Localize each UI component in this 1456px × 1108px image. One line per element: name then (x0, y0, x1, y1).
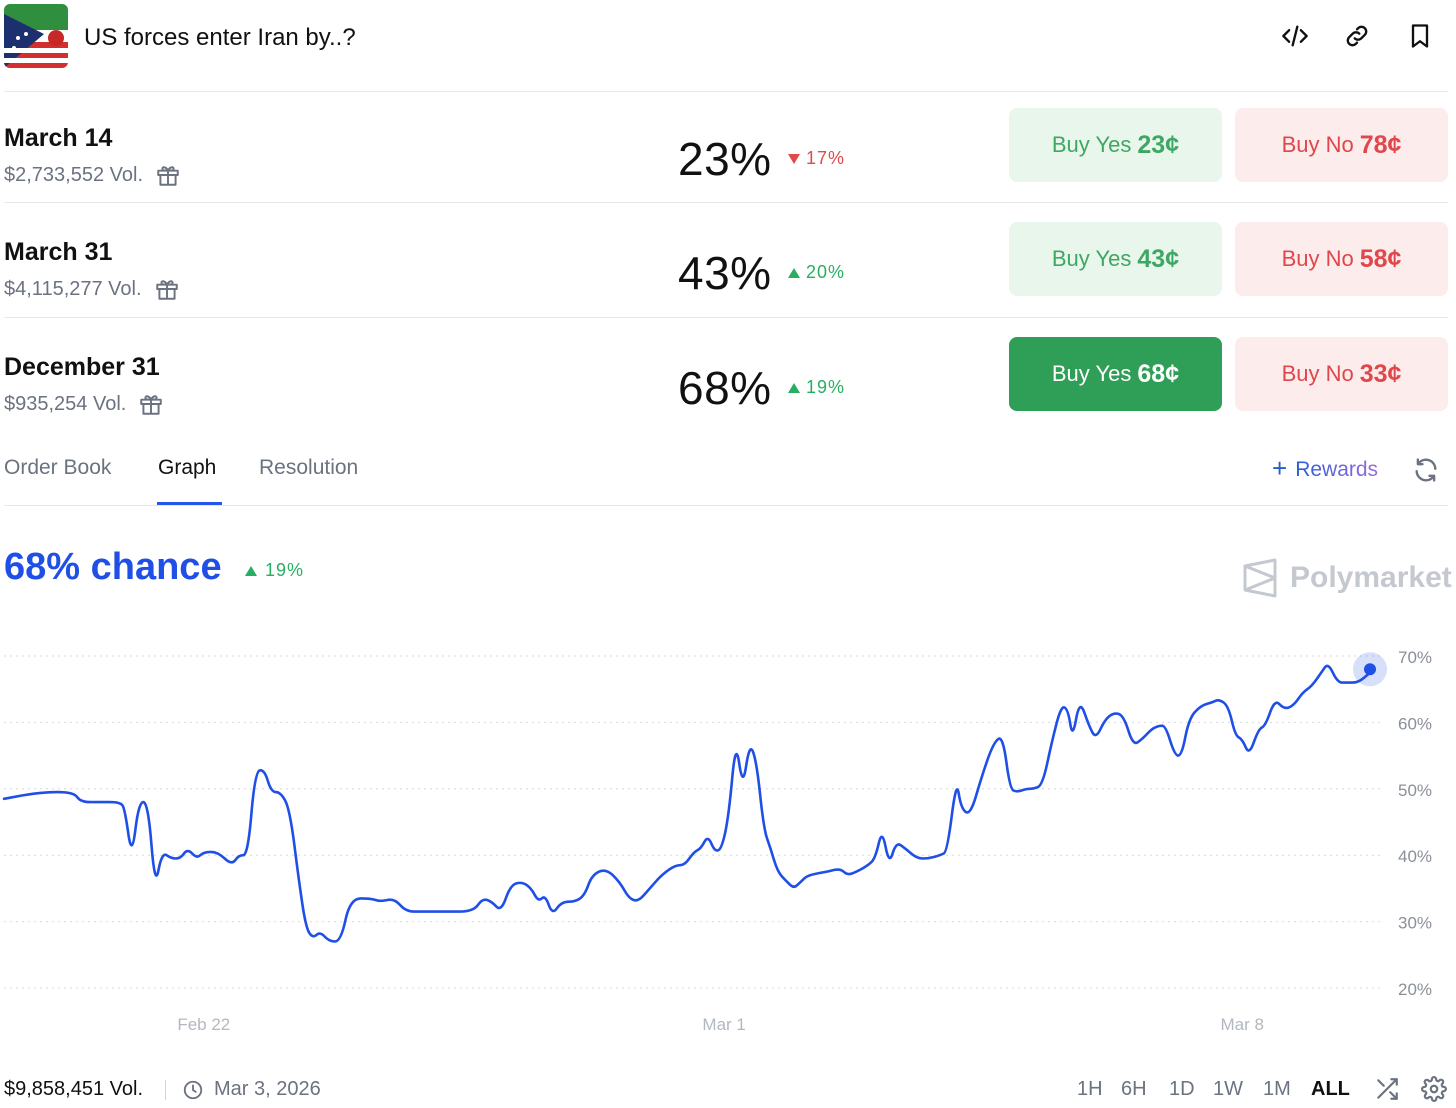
chart-footer: $9,858,451 Vol. Mar 3, 2026 1H 6H 1D 1W … (0, 1068, 1456, 1108)
outcome-row[interactable]: December 31 $935,254 Vol. 68% 19% Buy Ye… (0, 331, 1456, 445)
flags-thumbnail-icon (4, 4, 68, 68)
outcome-row[interactable]: March 14 $2,733,552 Vol. 23% 17% Buy Yes… (0, 102, 1456, 216)
triangle-up-icon (788, 382, 800, 393)
x-tick-label: Feb 22 (177, 1015, 230, 1034)
triangle-up-icon (245, 565, 257, 576)
y-tick-label: 40% (1398, 847, 1432, 866)
rewards-button[interactable]: + Rewards (1272, 453, 1379, 484)
series-line (2, 664, 1372, 943)
chance-change-value: 19% (265, 560, 305, 580)
outcome-volume-text: $2,733,552 Vol. (4, 163, 144, 186)
buy-no-label: Buy No (1281, 132, 1354, 157)
buy-yes-label: Buy Yes (1051, 361, 1132, 386)
outcome-change-value: 20% (806, 262, 846, 282)
buy-yes-label: Buy Yes (1051, 246, 1132, 271)
outcome-percent: 43% (678, 247, 772, 299)
buy-no-button[interactable]: Buy No 78¢ (1235, 108, 1448, 182)
tab-order-book[interactable]: Order Book (4, 456, 112, 479)
market-header: US forces enter Iran by..? (0, 0, 1456, 80)
buy-yes-label: Buy Yes (1051, 132, 1132, 157)
triangle-down-icon (788, 153, 800, 164)
buy-yes-button[interactable]: Buy Yes 23¢ (1009, 108, 1222, 182)
buy-no-price: 78¢ (1359, 130, 1402, 159)
outcome-change-value: 17% (806, 148, 846, 168)
outcome-change: 20% (788, 262, 845, 283)
bookmark-icon[interactable] (1404, 20, 1436, 52)
brand-name: Polymarket (1290, 561, 1452, 594)
tab-resolution[interactable]: Resolution (259, 456, 359, 479)
buy-no-price: 33¢ (1359, 359, 1402, 388)
market-title: US forces enter Iran by..? (84, 24, 356, 51)
gift-icon[interactable] (155, 162, 181, 188)
chance-change: 19% (245, 560, 304, 581)
row-divider (4, 317, 1448, 318)
end-date-text: Mar 3, 2026 (214, 1078, 321, 1100)
y-tick-label: 30% (1398, 914, 1432, 933)
y-tick-label: 70% (1398, 648, 1432, 667)
outcome-volume: $4,115,277 Vol. (4, 276, 180, 302)
tabs-divider (4, 505, 1448, 506)
footer-separator (165, 1080, 166, 1100)
buy-no-label: Buy No (1281, 246, 1354, 271)
range-1w[interactable]: 1W (1213, 1078, 1243, 1100)
current-point (1364, 663, 1376, 676)
link-icon[interactable] (1341, 20, 1373, 52)
y-tick-label: 60% (1398, 714, 1432, 733)
active-tab-indicator (157, 502, 222, 505)
range-6h[interactable]: 6H (1121, 1078, 1147, 1100)
outcome-change: 19% (788, 377, 845, 398)
y-tick-label: 50% (1398, 781, 1432, 800)
outcome-name: March 14 (4, 124, 113, 152)
range-all[interactable]: ALL (1311, 1078, 1350, 1100)
range-1d[interactable]: 1D (1169, 1078, 1195, 1100)
outcome-change: 17% (788, 148, 845, 169)
buy-yes-price: 43¢ (1137, 244, 1180, 273)
refresh-icon[interactable] (1412, 456, 1440, 484)
outcome-name: December 31 (4, 353, 160, 381)
buy-no-button[interactable]: Buy No 33¢ (1235, 337, 1448, 411)
x-tick-label: Mar 1 (702, 1015, 745, 1034)
buy-no-label: Buy No (1281, 361, 1354, 386)
plus-icon: + (1272, 453, 1288, 483)
outcome-volume-text: $935,254 Vol. (4, 392, 127, 415)
outcome-row[interactable]: March 31 $4,115,277 Vol. 43% 20% Buy Yes… (0, 216, 1456, 330)
tab-graph[interactable]: Graph (158, 456, 217, 479)
triangle-up-icon (788, 267, 800, 278)
range-1h[interactable]: 1H (1077, 1078, 1103, 1100)
price-history-chart[interactable]: 20% 30% 40% 50% 60% 70% Feb 22 Mar 1 Mar 8 (0, 620, 1456, 1050)
detail-tabs: Order Book Graph Resolution + Rewards (0, 440, 1456, 506)
gift-icon[interactable] (154, 276, 180, 302)
total-volume: $9,858,451 Vol. (4, 1078, 144, 1100)
buy-yes-price: 68¢ (1137, 359, 1180, 388)
end-date: Mar 3, 2026 (182, 1078, 321, 1101)
buy-yes-price: 23¢ (1137, 130, 1180, 159)
shuffle-icon[interactable] (1374, 1076, 1400, 1102)
gift-icon[interactable] (138, 391, 164, 417)
outcome-volume-text: $4,115,277 Vol. (4, 277, 142, 300)
outcome-volume: $935,254 Vol. (4, 391, 164, 417)
polymarket-watermark: Polymarket (1242, 558, 1452, 598)
embed-code-icon[interactable] (1279, 20, 1311, 52)
range-1m[interactable]: 1M (1263, 1078, 1291, 1100)
clock-icon (183, 1080, 203, 1099)
outcome-volume: $2,733,552 Vol. (4, 162, 181, 188)
x-tick-label: Mar 8 (1220, 1015, 1263, 1034)
settings-gear-icon[interactable] (1421, 1076, 1447, 1102)
buy-no-button[interactable]: Buy No 58¢ (1235, 222, 1448, 296)
outcome-name: March 31 (4, 238, 113, 266)
buy-no-price: 58¢ (1359, 244, 1402, 273)
outcome-change-value: 19% (806, 377, 846, 397)
outcome-percent: 68% (678, 362, 772, 414)
buy-yes-button[interactable]: Buy Yes 43¢ (1009, 222, 1222, 296)
header-divider (4, 91, 1448, 92)
y-tick-label: 20% (1398, 980, 1432, 999)
row-divider (4, 202, 1448, 203)
rewards-label: Rewards (1295, 458, 1379, 481)
buy-yes-button[interactable]: Buy Yes 68¢ (1009, 337, 1222, 411)
chance-headline: 68% chance (4, 546, 222, 588)
polymarket-logo-icon (1243, 558, 1277, 598)
outcome-percent: 23% (678, 133, 772, 185)
